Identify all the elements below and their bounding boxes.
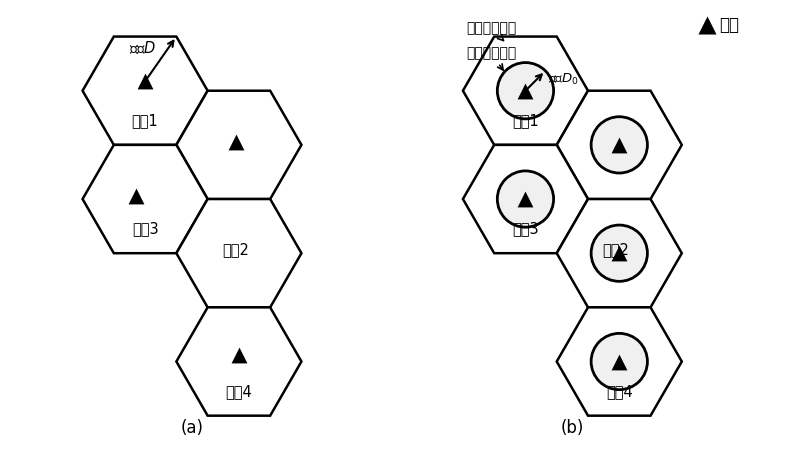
Polygon shape	[82, 145, 208, 253]
Polygon shape	[176, 308, 302, 416]
Text: 半径$D$: 半径$D$	[130, 39, 157, 56]
Polygon shape	[176, 91, 302, 199]
Polygon shape	[463, 37, 588, 145]
Text: 小区2: 小区2	[602, 243, 630, 258]
Point	[613, 141, 626, 149]
Point	[233, 351, 246, 359]
Text: 小区4: 小区4	[226, 384, 252, 399]
Polygon shape	[82, 37, 208, 145]
Polygon shape	[557, 199, 682, 308]
Point	[701, 21, 714, 29]
Point	[519, 87, 532, 95]
Text: 小区1: 小区1	[132, 113, 158, 128]
Point	[230, 138, 242, 146]
Polygon shape	[557, 91, 682, 199]
Circle shape	[591, 225, 647, 281]
Point	[130, 192, 142, 200]
Circle shape	[591, 333, 647, 390]
Text: 小区3: 小区3	[132, 221, 158, 236]
Text: 小区4: 小区4	[606, 384, 633, 399]
Circle shape	[591, 117, 647, 173]
Polygon shape	[557, 308, 682, 416]
Polygon shape	[176, 199, 302, 308]
Text: 半径$D_0$: 半径$D_0$	[548, 72, 579, 87]
Polygon shape	[463, 145, 588, 253]
Text: (b): (b)	[561, 419, 584, 437]
Text: 小区中心区域: 小区中心区域	[466, 46, 516, 70]
Circle shape	[498, 63, 554, 119]
Point	[519, 195, 532, 203]
Text: (a): (a)	[181, 419, 203, 437]
Text: 小区边缘区域: 小区边缘区域	[466, 21, 516, 41]
Text: 小区2: 小区2	[222, 243, 250, 258]
Point	[138, 78, 151, 85]
Circle shape	[498, 171, 554, 227]
Text: 小区1: 小区1	[512, 113, 539, 128]
Point	[613, 250, 626, 257]
Point	[613, 358, 626, 365]
Text: 基站: 基站	[719, 16, 739, 34]
Text: 小区3: 小区3	[512, 221, 538, 236]
